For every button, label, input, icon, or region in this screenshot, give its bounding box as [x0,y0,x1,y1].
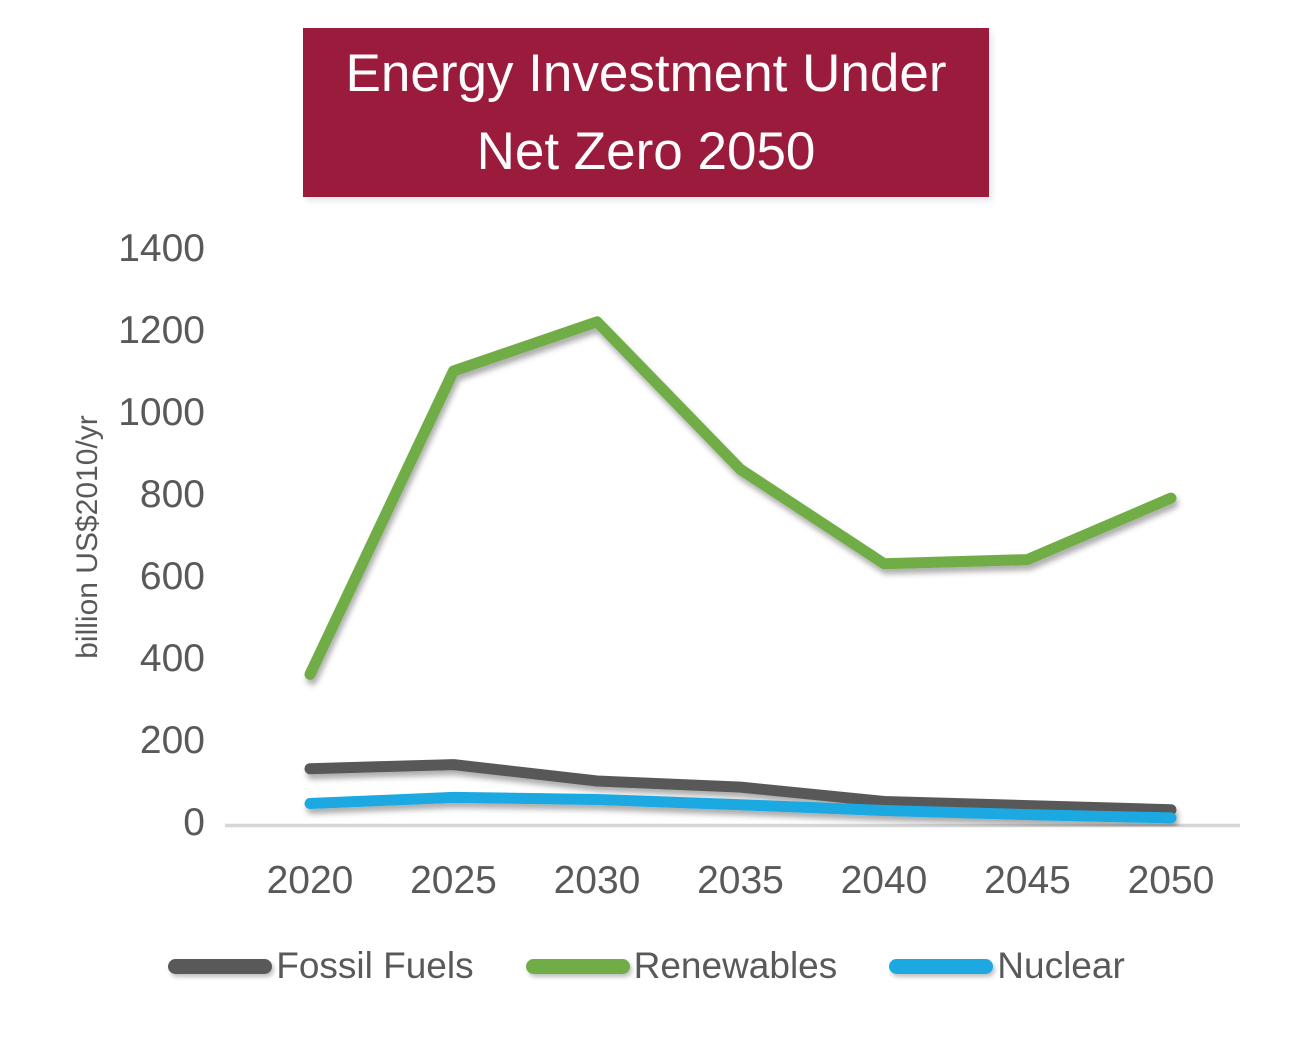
legend-swatch-fossil-fuels [168,958,273,974]
legend-item-renewables: Renewables [525,945,838,987]
x-tick-label: 2025 [410,859,497,902]
y-tick-label: 1000 [118,391,205,434]
y-tick-label: 1400 [118,227,205,270]
legend-swatch-nuclear [889,958,994,974]
legend-label-renewables: Renewables [633,945,838,986]
series-line-renewables [304,316,1177,680]
y-tick-label: 0 [183,801,205,844]
legend-label-nuclear: Nuclear [997,945,1125,986]
y-tick-label: 800 [140,473,205,516]
series-line-fossil-fuels [304,759,1177,816]
chart-title-line2: Net Zero 2050 [476,121,816,181]
x-tick-label: 2030 [554,859,641,902]
x-tick-label: 2050 [1128,859,1215,902]
legend-swatch-renewables [525,958,630,974]
x-tick-label: 2035 [697,859,784,902]
y-tick-label: 1200 [118,309,205,352]
x-tick-label: 2045 [984,859,1071,902]
y-tick-label: 400 [140,637,205,680]
legend-item-fossil-fuels: Fossil Fuels [168,945,474,987]
y-tick-label: 600 [140,555,205,598]
x-tick-label: 2040 [841,859,928,902]
y-axis-title: billion US$2010/yr [71,415,104,659]
legend: Fossil Fuels Renewables Nuclear [0,945,1293,987]
y-tick-label: 200 [140,719,205,762]
legend-item-nuclear: Nuclear [889,945,1125,987]
chart-title-line1: Energy Investment Under [345,43,947,103]
chart-title-box: Energy Investment Under Net Zero 2050 [303,28,989,197]
legend-label-fossil-fuels: Fossil Fuels [276,945,474,986]
series-line-nuclear [304,791,1177,824]
x-tick-label: 2020 [267,859,354,902]
